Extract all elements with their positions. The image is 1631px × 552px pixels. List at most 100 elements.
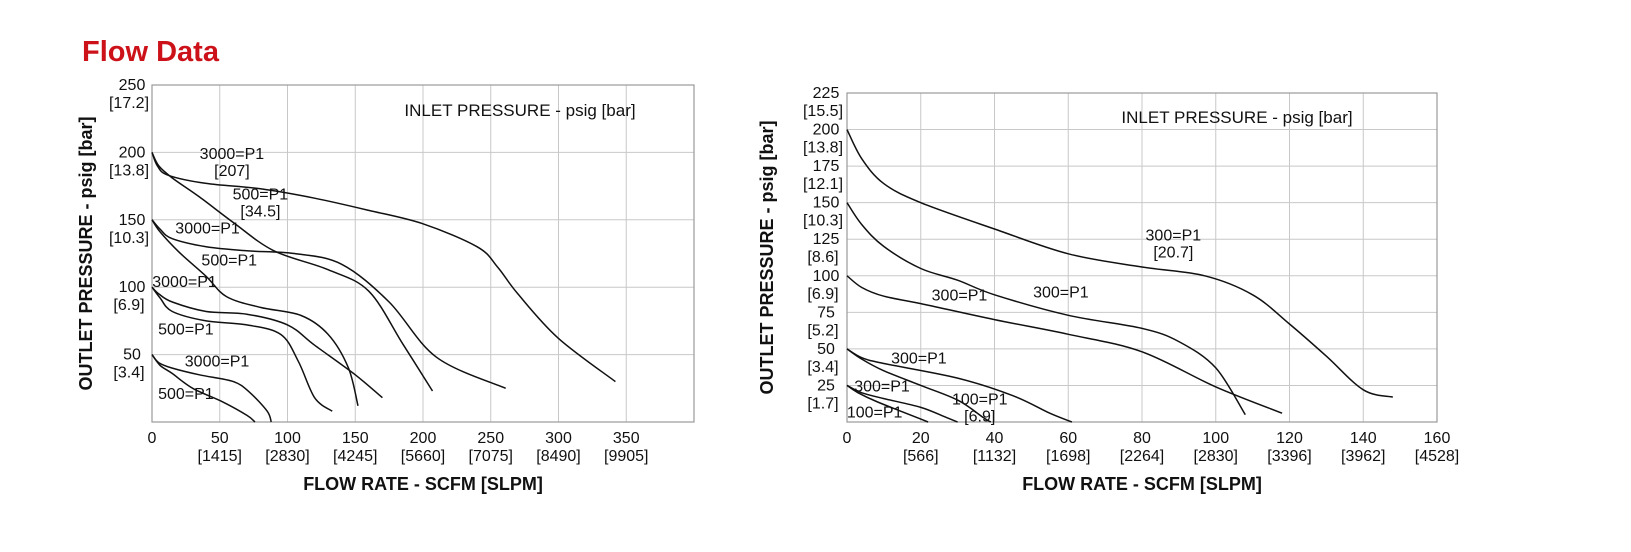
curve-label: 100=P1 xyxy=(952,391,1008,408)
y-tick-sublabel: [8.6] xyxy=(807,249,838,266)
y-tick-label: 200 xyxy=(119,144,146,161)
curve-label: 300=P1 xyxy=(891,351,947,368)
page-title: Flow Data xyxy=(82,36,219,68)
curve-label: 500=P1 xyxy=(233,187,289,204)
curve-label: 3000=P1 xyxy=(152,274,217,291)
x-tick-label: 40 xyxy=(986,430,1004,447)
series-line-6 xyxy=(846,384,958,423)
x-tick-label: 50 xyxy=(211,430,229,447)
y-tick-sublabel: [6.9] xyxy=(807,286,838,303)
series-line-4 xyxy=(151,219,359,406)
x-axis-title: FLOW RATE - SCFM [SLPM] xyxy=(303,474,543,494)
x-tick-label: 60 xyxy=(1059,430,1077,447)
curve-label: 500=P1 xyxy=(158,321,214,338)
curve-label: 3000=P1 xyxy=(185,354,250,371)
y-axis-title: OUTLET PRESSURE - psig [bar] xyxy=(76,116,96,390)
y-tick-sublabel: [17.2] xyxy=(109,95,149,112)
curve-sublabel: [207] xyxy=(214,163,250,180)
inlet-pressure-annotation: INLET PRESSURE - psig [bar] xyxy=(404,101,635,120)
series-line-7 xyxy=(151,354,272,423)
x-tick-label: 100 xyxy=(274,430,301,447)
x-tick-label: 300 xyxy=(545,430,572,447)
x-tick-label: 140 xyxy=(1350,430,1377,447)
series-line-3 xyxy=(846,275,1283,414)
y-tick-label: 200 xyxy=(813,122,840,139)
y-tick-sublabel: [6.9] xyxy=(113,297,144,314)
curve-label: 300=P1 xyxy=(854,378,910,395)
chart-1: 0 50[1415]100[2830]150[4245]200[5660]250[… xyxy=(76,77,695,494)
inlet-pressure-annotation: INLET PRESSURE - psig [bar] xyxy=(1121,108,1352,127)
curve-label: 500=P1 xyxy=(158,386,214,403)
y-tick-sublabel: [10.3] xyxy=(803,213,843,230)
series-line-8 xyxy=(151,354,256,423)
x-tick-sublabel: [566] xyxy=(903,448,939,465)
x-tick-label: 0 xyxy=(148,430,157,447)
x-tick-label: 160 xyxy=(1424,430,1451,447)
x-tick-sublabel: [1415] xyxy=(198,448,242,465)
x-axis-title: FLOW RATE - SCFM [SLPM] xyxy=(1022,474,1262,494)
y-tick-sublabel: [10.3] xyxy=(109,230,149,247)
y-tick-label: 250 xyxy=(119,77,146,94)
curve-label: 100=P1 xyxy=(847,405,903,422)
x-tick-sublabel: [4245] xyxy=(333,448,377,465)
y-tick-sublabel: [5.2] xyxy=(807,322,838,339)
x-tick-label: 150 xyxy=(342,430,369,447)
y-tick-sublabel: [1.7] xyxy=(807,395,838,412)
y-tick-label: 100 xyxy=(813,268,840,285)
series-line-1 xyxy=(846,129,1393,398)
x-tick-sublabel: [3396] xyxy=(1267,448,1311,465)
x-tick-sublabel: [9905] xyxy=(604,448,648,465)
x-tick-sublabel: [4528] xyxy=(1415,448,1459,465)
x-tick-sublabel: [1132] xyxy=(973,448,1016,465)
curve-label: 300=P1 xyxy=(1033,285,1089,302)
y-tick-sublabel: [13.8] xyxy=(803,140,843,157)
y-tick-sublabel: [12.1] xyxy=(803,176,843,193)
x-tick-sublabel: [7075] xyxy=(469,448,513,465)
x-tick-label: 250 xyxy=(477,430,504,447)
x-tick-label: 0 xyxy=(843,430,852,447)
curve-label: 3000=P1 xyxy=(175,220,240,237)
curve-sublabel: [20.7] xyxy=(1153,245,1193,262)
curve-sublabel: [6.9] xyxy=(964,408,995,425)
plot-frame xyxy=(151,84,695,423)
y-tick-sublabel: [13.8] xyxy=(109,162,149,179)
y-tick-label: 150 xyxy=(813,195,840,212)
curve-label: 300=P1 xyxy=(932,288,988,305)
x-tick-sublabel: [1698] xyxy=(1046,448,1090,465)
curve-label: 3000=P1 xyxy=(200,146,265,163)
y-tick-label: 100 xyxy=(119,279,146,296)
y-tick-label: 50 xyxy=(123,347,141,364)
x-tick-label: 200 xyxy=(410,430,437,447)
x-tick-sublabel: [2830] xyxy=(1194,448,1238,465)
x-tick-sublabel: [5660] xyxy=(401,448,445,465)
x-tick-label: 120 xyxy=(1276,430,1303,447)
x-tick-sublabel: [2264] xyxy=(1120,448,1164,465)
y-tick-label: 150 xyxy=(119,212,146,229)
y-tick-label: 125 xyxy=(813,231,840,248)
x-tick-label: 100 xyxy=(1202,430,1229,447)
x-tick-label: 20 xyxy=(912,430,930,447)
y-tick-label: 25 xyxy=(817,377,835,394)
y-tick-sublabel: [15.5] xyxy=(803,103,843,120)
x-tick-label: 350 xyxy=(613,430,640,447)
y-axis-title: OUTLET PRESSURE - psig [bar] xyxy=(757,120,777,394)
y-tick-label: 75 xyxy=(817,304,835,321)
plot-frame xyxy=(846,92,1438,423)
curve-label: 500=P1 xyxy=(201,253,257,270)
x-tick-label: 80 xyxy=(1133,430,1151,447)
series-line-2 xyxy=(846,202,1246,416)
y-tick-label: 50 xyxy=(817,341,835,358)
chart-2: 0 20[566]40[1132]60[1698]80[2264]100[2830… xyxy=(757,85,1459,494)
series-line-7 xyxy=(846,384,929,423)
series-line-3 xyxy=(151,219,507,389)
series-line-4 xyxy=(846,348,1073,423)
series-line-6 xyxy=(151,286,333,412)
series-line-5 xyxy=(151,286,383,399)
x-tick-sublabel: [3962] xyxy=(1341,448,1385,465)
series-line-5 xyxy=(846,348,992,423)
x-tick-sublabel: [2830] xyxy=(265,448,309,465)
y-tick-sublabel: [3.4] xyxy=(807,359,838,376)
curve-label: 300=P1 xyxy=(1146,228,1202,245)
y-tick-label: 175 xyxy=(813,158,840,175)
